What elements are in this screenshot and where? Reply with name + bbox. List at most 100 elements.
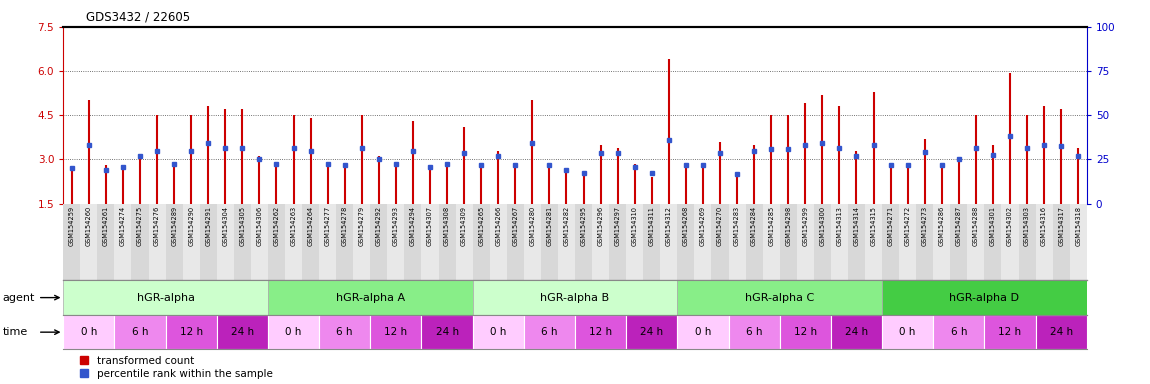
Bar — [780, 204, 797, 280]
Text: GSM154292: GSM154292 — [376, 206, 382, 246]
Bar — [950, 204, 967, 280]
Text: GSM154317: GSM154317 — [1058, 206, 1064, 246]
Text: 24 h: 24 h — [845, 327, 868, 337]
Bar — [63, 280, 268, 315]
Text: 0 h: 0 h — [81, 327, 97, 337]
Bar — [166, 315, 217, 349]
Text: hGR-alpha B: hGR-alpha B — [540, 293, 610, 303]
Bar — [336, 204, 353, 280]
Bar — [285, 204, 302, 280]
Bar — [830, 204, 848, 280]
Text: 12 h: 12 h — [793, 327, 816, 337]
Text: 6 h: 6 h — [542, 327, 558, 337]
Text: GSM154316: GSM154316 — [1041, 206, 1048, 246]
Bar — [388, 204, 405, 280]
Bar — [643, 204, 660, 280]
Bar — [233, 204, 251, 280]
Text: 6 h: 6 h — [132, 327, 148, 337]
Text: GSM154270: GSM154270 — [716, 206, 723, 246]
Text: GSM154307: GSM154307 — [427, 206, 434, 246]
Bar — [320, 204, 336, 280]
Bar — [115, 315, 166, 349]
Bar — [216, 204, 233, 280]
Bar — [1036, 204, 1052, 280]
Bar — [473, 204, 490, 280]
Bar — [455, 204, 473, 280]
Text: 12 h: 12 h — [998, 327, 1021, 337]
Bar — [353, 204, 370, 280]
Bar — [166, 204, 183, 280]
Bar — [627, 315, 677, 349]
Bar — [899, 204, 917, 280]
Text: agent: agent — [2, 293, 34, 303]
Text: GSM154308: GSM154308 — [444, 206, 450, 246]
Text: 12 h: 12 h — [179, 327, 202, 337]
Bar — [540, 204, 558, 280]
Text: GSM154313: GSM154313 — [836, 206, 843, 246]
Bar — [575, 315, 626, 349]
Text: 24 h: 24 h — [436, 327, 459, 337]
Bar — [762, 204, 780, 280]
Text: GSM154315: GSM154315 — [871, 206, 876, 246]
Bar — [63, 204, 80, 280]
Text: GSM154311: GSM154311 — [649, 206, 654, 246]
Bar — [882, 204, 899, 280]
Bar — [268, 204, 285, 280]
Text: GSM154271: GSM154271 — [888, 206, 894, 246]
Text: GSM154306: GSM154306 — [256, 206, 262, 246]
Text: 24 h: 24 h — [641, 327, 664, 337]
Bar — [610, 204, 626, 280]
Text: hGR-alpha A: hGR-alpha A — [336, 293, 405, 303]
Bar — [490, 204, 507, 280]
Text: GSM154287: GSM154287 — [956, 206, 961, 246]
Text: GSM154301: GSM154301 — [990, 206, 996, 246]
Text: GSM154298: GSM154298 — [785, 206, 791, 246]
Bar — [302, 204, 320, 280]
Bar — [660, 204, 677, 280]
Bar — [984, 204, 1002, 280]
Bar — [370, 204, 388, 280]
Bar — [148, 204, 166, 280]
Text: GSM154302: GSM154302 — [1007, 206, 1013, 246]
Bar — [797, 204, 814, 280]
Text: GSM154304: GSM154304 — [222, 206, 229, 246]
Text: GSM154274: GSM154274 — [120, 206, 126, 246]
Bar — [524, 315, 575, 349]
Text: GSM154260: GSM154260 — [86, 206, 92, 246]
Bar — [268, 315, 320, 349]
Text: GSM154286: GSM154286 — [938, 206, 945, 246]
Text: GSM154290: GSM154290 — [189, 206, 194, 246]
Text: GSM154291: GSM154291 — [205, 206, 212, 246]
Bar — [745, 204, 762, 280]
Text: GSM154275: GSM154275 — [137, 206, 143, 246]
Text: GSM154303: GSM154303 — [1024, 206, 1030, 246]
Bar — [592, 204, 610, 280]
Bar — [216, 315, 268, 349]
Text: GSM154272: GSM154272 — [905, 206, 911, 246]
Text: GSM154266: GSM154266 — [496, 206, 501, 246]
Text: GSM154314: GSM154314 — [853, 206, 859, 246]
Bar — [729, 204, 745, 280]
Text: 6 h: 6 h — [337, 327, 353, 337]
Bar — [882, 280, 1087, 315]
Bar — [473, 280, 677, 315]
Text: GSM154295: GSM154295 — [581, 206, 586, 246]
Bar — [695, 204, 712, 280]
Bar — [81, 204, 98, 280]
Bar — [677, 204, 695, 280]
Text: GSM154265: GSM154265 — [478, 206, 484, 246]
Bar — [98, 204, 115, 280]
Text: GSM154269: GSM154269 — [700, 206, 706, 246]
Text: GSM154267: GSM154267 — [512, 206, 519, 246]
Bar — [473, 315, 523, 349]
Text: GSM154259: GSM154259 — [69, 206, 75, 246]
Bar — [320, 315, 370, 349]
Text: GSM154293: GSM154293 — [393, 206, 399, 246]
Bar — [115, 204, 131, 280]
Text: GSM154284: GSM154284 — [751, 206, 757, 246]
Text: GSM154294: GSM154294 — [409, 206, 416, 246]
Text: 6 h: 6 h — [951, 327, 967, 337]
Bar — [1019, 204, 1036, 280]
Bar — [934, 204, 950, 280]
Text: hGR-alpha: hGR-alpha — [137, 293, 194, 303]
